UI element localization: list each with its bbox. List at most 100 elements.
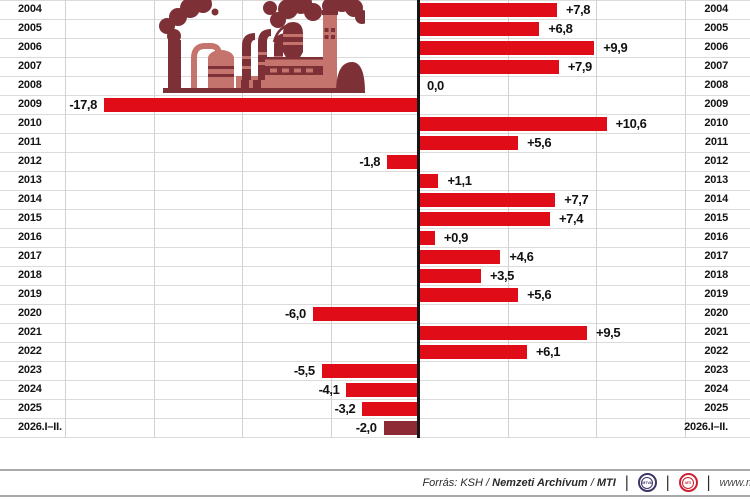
year-label-right: 2026.I–II. (684, 421, 728, 433)
value-bar (419, 136, 519, 150)
gridline-horizontal (0, 361, 750, 362)
chart-row-2012: 2012 2012 -1,8 (0, 152, 750, 171)
value-label: 0,0 (427, 78, 444, 93)
value-bar (419, 326, 588, 340)
year-label-right: 2024 (704, 383, 728, 395)
chart-row-2022: 2022 2022 +6,1 (0, 342, 750, 361)
year-label-left: 2015 (18, 212, 42, 224)
value-bar (419, 41, 595, 55)
value-bar (419, 22, 540, 36)
value-bar (419, 288, 519, 302)
gridline-horizontal (0, 190, 750, 191)
gridline-horizontal (0, 95, 750, 96)
year-label-left: 2011 (18, 136, 42, 148)
value-label: +5,6 (527, 135, 552, 150)
value-bar (419, 345, 527, 359)
chart-row-2021: 2021 2021 +9,5 (0, 323, 750, 342)
year-label-left: 2020 (18, 307, 42, 319)
year-label-left: 2005 (18, 22, 42, 34)
value-bar (419, 117, 607, 131)
value-bar (387, 155, 419, 169)
gridline-horizontal (0, 228, 750, 229)
year-label-left: 2013 (18, 174, 42, 186)
value-label: -3,2 (334, 401, 356, 416)
footer-separator: | (706, 473, 711, 492)
year-label-left: 2009 (18, 98, 42, 110)
gridline-vertical (330, 0, 332, 438)
gridline-horizontal (0, 342, 750, 343)
gridline-vertical (65, 0, 66, 438)
chart-row-2014: 2014 2014 +7,7 (0, 190, 750, 209)
gridline-horizontal (0, 285, 750, 286)
year-label-right: 2013 (704, 174, 728, 186)
chart-row-2024: 2024 2024 -4,1 (0, 380, 750, 399)
value-label: +0,9 (443, 230, 468, 245)
year-label-left: 2008 (18, 79, 42, 91)
chart-row-2023: 2023 2023 -5,5 (0, 361, 750, 380)
footer: Forrás: KSH / Nemzeti Archívum / MTI | M… (422, 471, 750, 494)
year-label-right: 2023 (704, 364, 728, 376)
chart-row-2026.I–II.: 2026.I–II. 2026.I–II. -2,0 (0, 418, 750, 437)
footer-separator: | (665, 473, 670, 492)
value-bar (419, 60, 559, 74)
value-label: -6,0 (285, 306, 306, 321)
value-bar (419, 250, 501, 264)
value-label: -5,5 (293, 363, 315, 378)
gridline-horizontal (0, 418, 750, 419)
gridline-horizontal (0, 323, 750, 324)
year-label-right: 2005 (704, 22, 728, 34)
year-label-left: 2012 (18, 155, 42, 167)
value-label: +7,7 (564, 192, 589, 207)
value-label: -1,8 (359, 154, 381, 169)
value-bar (419, 231, 435, 245)
value-label: +10,6 (615, 116, 647, 131)
year-label-left: 2019 (18, 288, 42, 300)
value-bar (419, 212, 550, 226)
year-label-right: 2018 (704, 269, 728, 281)
footer-divider-top (0, 469, 750, 471)
year-label-left: 2017 (18, 250, 42, 262)
chart-row-2010: 2010 2010 +10,6 (0, 114, 750, 133)
gridline-horizontal (0, 19, 750, 20)
year-label-right: 2025 (704, 402, 728, 414)
source-credit: Forrás: KSH / Nemzeti Archívum / MTI (422, 476, 616, 489)
year-label-right: 2004 (704, 3, 728, 15)
chart-row-2017: 2017 2017 +4,6 (0, 247, 750, 266)
year-label-right: 2007 (704, 60, 728, 72)
gridline-horizontal (0, 76, 750, 77)
gridline-horizontal (0, 38, 750, 39)
value-label: +4,6 (509, 249, 534, 264)
value-bar (346, 383, 419, 397)
value-label: +3,5 (489, 268, 515, 283)
chart-row-2011: 2011 2011 +5,6 (0, 133, 750, 152)
chart-row-2016: 2016 2016 +0,9 (0, 228, 750, 247)
year-label-left: 2014 (18, 193, 42, 205)
chart-row-2005: 2005 2005 +6,8 (0, 19, 750, 38)
value-label: +5,6 (527, 287, 552, 302)
value-label: +7,9 (567, 59, 592, 74)
value-label: +7,8 (566, 2, 591, 17)
bar-chart: 2004 2004 +7,8 2005 2005 +6,8 2006 2006 +9,9 2007… (0, 0, 750, 438)
chart-row-2009: 2009 2009 -17,8 (0, 95, 750, 114)
gridline-horizontal (0, 247, 750, 248)
gridline-horizontal (0, 57, 750, 58)
website-url: www.m (719, 476, 750, 489)
value-label: -17,8 (69, 97, 97, 112)
value-label: -2,0 (355, 420, 377, 435)
year-label-right: 2016 (704, 231, 728, 243)
year-label-right: 2006 (704, 41, 728, 53)
factory-illustration (159, 0, 365, 93)
value-bar (419, 269, 481, 283)
value-bar (383, 421, 419, 435)
value-label: -4,1 (318, 382, 340, 397)
year-label-right: 2019 (704, 288, 728, 300)
gridline-horizontal (0, 133, 750, 134)
year-label-right: 2021 (704, 326, 728, 338)
chart-row-2018: 2018 2018 +3,5 (0, 266, 750, 285)
chart-row-2004: 2004 2004 +7,8 (0, 0, 750, 19)
gridline-horizontal (0, 380, 750, 381)
year-label-right: 2009 (704, 98, 728, 110)
year-label-left: 2007 (18, 60, 42, 72)
value-label: +9,5 (596, 325, 621, 340)
